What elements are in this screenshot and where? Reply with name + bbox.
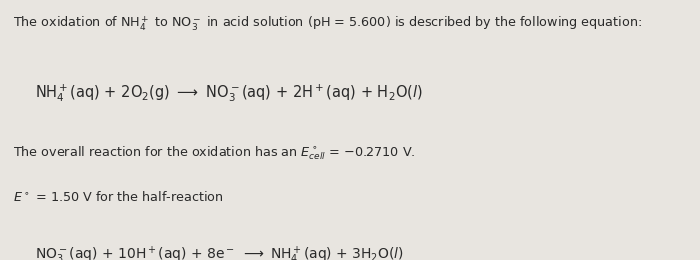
Text: NO$_3^-$(aq) + 10H$^+$(aq) + 8e$^-$ $\longrightarrow$ NH$_4^+$(aq) + 3H$_2$O($\m: NO$_3^-$(aq) + 10H$^+$(aq) + 8e$^-$ $\lo… [35,244,404,260]
Text: NH$_4^+$(aq) + 2O$_2$(g) $\longrightarrow$ NO$_3^-$(aq) + 2H$^+$(aq) + H$_2$O($\: NH$_4^+$(aq) + 2O$_2$(g) $\longrightarro… [35,82,423,104]
Text: $E^\circ$ = 1.50 V for the half-reaction: $E^\circ$ = 1.50 V for the half-reaction [13,190,223,204]
Text: The overall reaction for the oxidation has an $E^\circ_{\mathit{cell}}$ = $-$0.2: The overall reaction for the oxidation h… [13,144,415,162]
Text: The oxidation of NH$_4^+$ to NO$_3^-$ in acid solution (pH = 5.600) is described: The oxidation of NH$_4^+$ to NO$_3^-$ in… [13,14,642,33]
